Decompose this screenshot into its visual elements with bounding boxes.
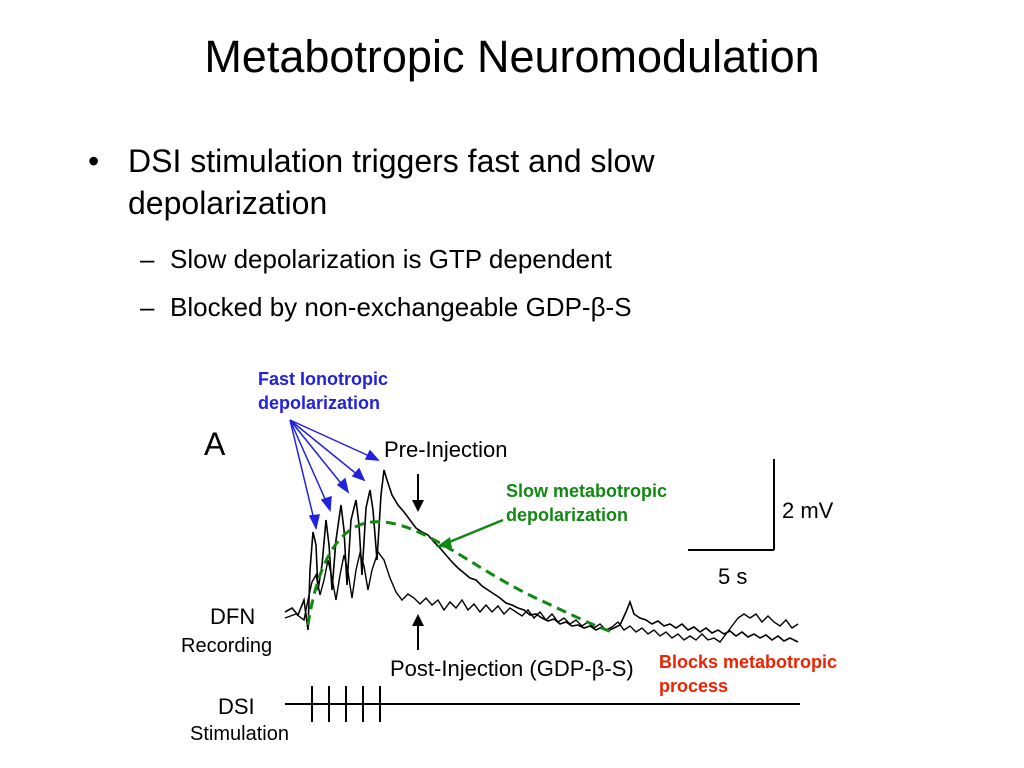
scale-bar: [688, 459, 775, 551]
pre-injection-label: Pre-Injection: [384, 437, 508, 462]
slow-annotation-line1: Slow metabotropic: [506, 481, 668, 501]
post-injection-arrow: [412, 614, 424, 650]
fast-arrow-head: [320, 495, 332, 512]
subbullet-marker: –: [140, 292, 155, 322]
post-injection-label: Post-Injection (GDP-β-S): [390, 656, 634, 681]
post-injection-trace: [284, 550, 799, 643]
fast-arrow-head: [336, 477, 350, 494]
scale-time-label: 5 s: [718, 564, 748, 589]
pre-injection-trace: [284, 469, 799, 643]
fast-annotation-line1: Fast Ionotropic: [258, 369, 388, 389]
subbullet-text: Slow depolarization is GTP dependent: [170, 244, 612, 274]
dsi-stimulation-line: [285, 686, 800, 722]
fast-arrow-head: [308, 514, 320, 531]
fast-arrow-head: [364, 449, 380, 461]
fast-arrow-5: [289, 419, 379, 461]
recording-label: Recording: [181, 635, 273, 657]
slow-arrow: [436, 518, 504, 548]
fast-arrows: [289, 419, 380, 531]
bullet-marker: •: [88, 143, 100, 179]
subbullet-text: Blocked by non-exchangeable GDP-β-S: [170, 292, 632, 322]
slow-annotation: Slow metabotropic depolarization: [506, 479, 667, 527]
slow-annotation-line2: depolarization: [506, 505, 629, 525]
bullet-text: DSI stimulation triggers fast and slow d…: [128, 143, 655, 221]
pre-injection-arrow: [412, 474, 424, 512]
blocks-annotation: Blocks metabotropic process: [659, 650, 837, 698]
fast-arrow-4: [289, 419, 365, 481]
fast-arrow-3: [289, 419, 349, 493]
panel-label: A: [204, 426, 226, 462]
blocks-annotation-line1: Blocks metabotropic: [659, 652, 838, 672]
fast-arrow-2: [289, 419, 331, 511]
blocks-annotation-line2: process: [659, 676, 729, 696]
fast-annotation: Fast Ionotropic depolarization: [258, 367, 388, 415]
slide-title: Metabotropic Neuromodulation: [204, 31, 820, 82]
fast-arrow-head: [351, 467, 366, 482]
fast-arrow-1: [289, 419, 317, 529]
dsi-label: DSI: [218, 694, 255, 719]
fast-annotation-line2: depolarization: [258, 393, 381, 413]
scale-voltage-label: 2 mV: [782, 498, 834, 523]
stimulation-label: Stimulation: [190, 723, 289, 745]
dfn-label: DFN: [210, 604, 256, 629]
subbullet-marker: –: [140, 244, 155, 274]
